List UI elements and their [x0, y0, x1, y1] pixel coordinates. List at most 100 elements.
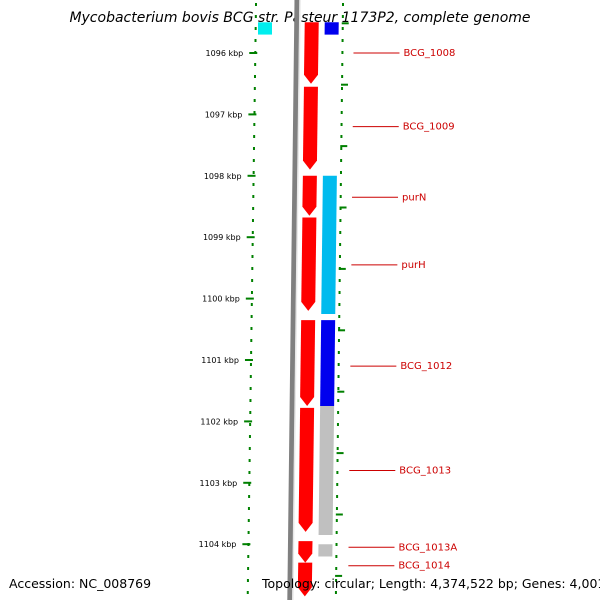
forward-gene-arrow: [298, 541, 313, 563]
ruler-dot: [251, 231, 254, 234]
inner-ring-tick: [341, 22, 349, 25]
inner-ring-dot: [339, 219, 342, 222]
inner-ring-dot: [340, 99, 343, 102]
ruler-dot: [253, 87, 256, 90]
inner-ring-dot: [336, 495, 339, 498]
inner-ring-dot: [340, 135, 343, 138]
inner-ring-tick: [335, 574, 343, 577]
inner-ring-dot: [337, 375, 340, 378]
ruler-dot: [246, 579, 249, 582]
ruler-dot: [249, 399, 252, 402]
ruler-dot: [252, 207, 255, 210]
forward-gene-arrow: [297, 562, 313, 597]
genome-stats-text: Topology: circular; Length: 4,374,522 bp…: [262, 576, 600, 591]
inner-ring-dot: [340, 87, 343, 90]
ruler-dot: [252, 195, 255, 198]
ruler-tick-label: 1096 kbp: [206, 49, 244, 58]
ruler-dot: [247, 555, 250, 558]
inner-ring-dot: [335, 555, 338, 558]
gene-label: BCG_1009: [403, 122, 455, 133]
ruler-dot: [254, 15, 257, 18]
ruler-dot: [250, 303, 253, 306]
ruler-tick-label: 1099 kbp: [203, 233, 241, 242]
ruler-dot: [254, 63, 257, 66]
ruler-dot: [251, 279, 254, 282]
inner-ring-dot: [341, 51, 344, 54]
ruler-tick-label: 1097 kbp: [205, 110, 243, 119]
ruler-dot: [248, 471, 251, 474]
ruler-dot: [253, 111, 256, 114]
ruler-dot: [250, 351, 253, 354]
ruler-major-tick: [243, 481, 252, 484]
inner-ring-dot: [338, 315, 341, 318]
ruler-dot: [249, 363, 252, 366]
inner-ring-tick: [340, 83, 348, 86]
inner-ring-dot: [337, 351, 340, 354]
ruler-dot: [252, 183, 255, 186]
ruler-dot: [250, 315, 253, 318]
gene-label: BCG_1013A: [399, 542, 458, 553]
genome-backbone-highlight: [292, 0, 301, 600]
inner-ring-dot: [335, 567, 338, 570]
inner-ring-tick: [338, 329, 346, 332]
ruler-tick-label: 1101 kbp: [201, 356, 239, 365]
ruler-tick-label: 1098 kbp: [204, 172, 242, 181]
inner-ring-dot: [339, 231, 342, 234]
ruler-dot: [249, 423, 252, 426]
ruler-dot: [251, 243, 254, 246]
reverse-gene-block: [321, 175, 337, 314]
forward-gene-arrow: [303, 22, 319, 84]
ruler-dot: [252, 147, 255, 150]
inner-ring-dot: [340, 123, 343, 126]
inner-ring-dot: [334, 591, 337, 594]
inner-ring-dot: [335, 531, 338, 534]
inner-ring-dot: [336, 423, 339, 426]
ruler-major-tick: [246, 236, 255, 239]
ruler-dot: [249, 411, 252, 414]
reverse-gene-block: [320, 320, 336, 407]
cyan-gene-block: [258, 22, 272, 35]
ruler-major-tick: [248, 113, 257, 116]
ruler-dot: [255, 3, 257, 6]
gene-label: purH: [401, 260, 425, 271]
gene-label: BCG_1012: [400, 361, 452, 372]
inner-ring-dot: [336, 483, 339, 486]
inner-ring-dot: [338, 327, 341, 330]
ruler-dot: [246, 591, 249, 594]
ruler-dot: [253, 123, 256, 126]
inner-ring-dot: [341, 75, 344, 78]
inner-ring-tick: [340, 145, 348, 148]
gene-label: BCG_1008: [403, 48, 455, 59]
inner-ring-dot: [338, 303, 341, 306]
inner-ring-dot: [337, 411, 340, 414]
ruler-major-tick: [244, 420, 253, 423]
ruler-dot: [247, 519, 250, 522]
ruler-dot: [251, 267, 254, 270]
inner-ring-dot: [335, 507, 338, 510]
inner-ring-dot: [336, 459, 339, 462]
inner-ring-dot: [340, 147, 343, 150]
ruler-dot: [253, 99, 256, 102]
inner-ring-tick: [337, 390, 345, 393]
inner-ring-dot: [337, 363, 340, 366]
inner-ring-dot: [337, 387, 340, 390]
ruler-major-tick: [247, 174, 256, 177]
ruler-dot: [253, 135, 256, 138]
inner-ring-dot: [342, 3, 344, 6]
forward-gene-arrow: [302, 175, 317, 216]
accession-text: Accession: NC_008769: [9, 576, 152, 591]
ruler-dot: [248, 435, 251, 438]
gene-label: BCG_1014: [398, 561, 450, 572]
inner-ring-dot: [341, 39, 344, 42]
inner-ring-dot: [341, 27, 344, 30]
inner-ring-dot: [335, 519, 338, 522]
forward-gene-arrow: [301, 217, 317, 311]
ruler-major-tick: [245, 297, 254, 300]
ruler-dot: [247, 531, 250, 534]
inner-ring-dot: [340, 159, 343, 162]
inner-ring-dot: [339, 183, 342, 186]
ruler-dot: [248, 495, 251, 498]
inner-ring-tick: [335, 513, 343, 516]
ruler-major-tick: [249, 52, 258, 54]
